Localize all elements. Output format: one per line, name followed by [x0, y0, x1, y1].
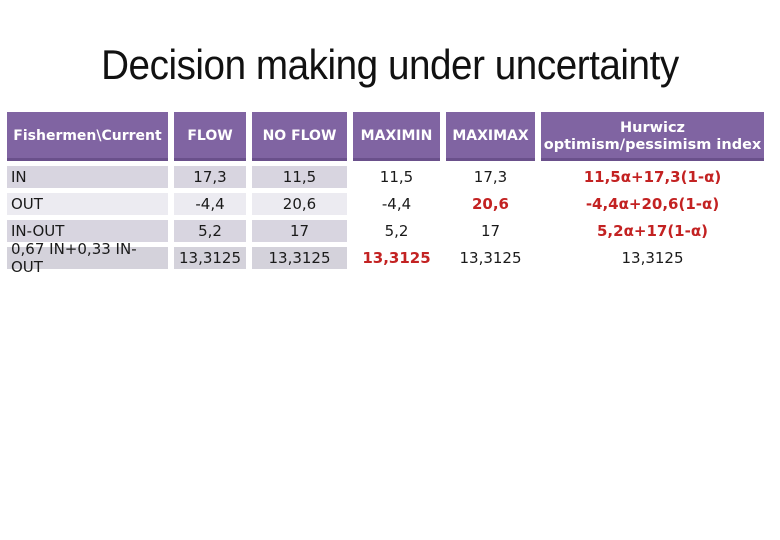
row-out-maximin: -4,4: [381, 195, 412, 213]
row-mixed-hurwicz: 13,3125: [621, 249, 684, 267]
row-in-hurwicz-formula: 11,5α+17,3(1-α): [583, 168, 722, 186]
decision-table: Fishermen\Current FLOW NO FLOW MAXIMIN M…: [7, 112, 764, 276]
row-out-no-flow: 20,6: [252, 193, 347, 215]
column-header-flow: FLOW: [174, 112, 246, 161]
row-out-maximax: 20,6: [471, 195, 509, 213]
row-out-hurwicz-formula: -4,4α+20,6(1-α): [585, 195, 720, 213]
row-mixed-flow: 13,3125: [174, 247, 246, 269]
row-out-flow: -4,4: [174, 193, 246, 215]
row-in-out-no-flow: 17: [252, 220, 347, 242]
column-header-fishermen-current: Fishermen\Current: [7, 112, 168, 161]
column-header-maximin: MAXIMIN: [353, 112, 440, 161]
row-out-label: OUT: [7, 193, 168, 215]
row-mixed-maximin: 13,3125: [362, 249, 431, 267]
column-header-hurwicz-index: Hurwicz optimism/pessimism index: [541, 112, 764, 161]
column-header-maximax: MAXIMAX: [446, 112, 535, 161]
row-in-no-flow: 11,5: [252, 166, 347, 188]
row-in-out-maximin: 5,2: [384, 222, 409, 240]
row-in-out-label: IN-OUT: [7, 220, 168, 242]
row-in-maximax: 17,3: [473, 168, 508, 186]
row-mixed-maximax: 13,3125: [459, 249, 522, 267]
slide-title: Decision making under uncertainty: [101, 41, 679, 88]
row-in-flow: 17,3: [174, 166, 246, 188]
column-header-no-flow: NO FLOW: [252, 112, 347, 161]
row-mixed-label: 0,67 IN+0,33 IN-OUT: [7, 240, 168, 276]
row-in-out-flow: 5,2: [174, 220, 246, 242]
row-in-out-maximax: 17: [480, 222, 501, 240]
row-in-label: IN: [7, 166, 168, 188]
slide-title-container: Decision making under uncertainty: [0, 41, 780, 88]
row-in-maximin: 11,5: [379, 168, 414, 186]
row-in-out-hurwicz-formula: 5,2α+17(1-α): [597, 222, 708, 240]
row-mixed-no-flow: 13,3125: [252, 247, 347, 269]
